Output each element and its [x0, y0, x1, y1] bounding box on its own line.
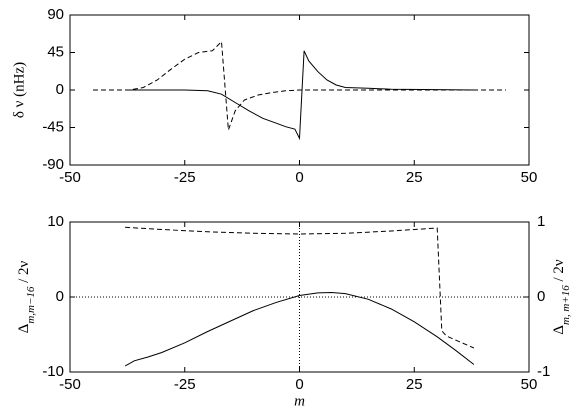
x-tick-label: 50	[521, 169, 538, 186]
y2-tick-label: -1	[537, 363, 550, 380]
label-part: Δ	[16, 323, 32, 333]
y-axis-label: δ ν (nHz)	[11, 62, 27, 118]
series-line	[124, 291, 475, 367]
y-tick-label: 90	[47, 6, 64, 23]
y-axis-label: Δm, m+16 / 2ν	[551, 259, 571, 335]
x-tick-label: 25	[406, 169, 423, 186]
label-part: m, m+16	[560, 285, 572, 325]
y-tick-label: 0	[56, 288, 64, 305]
x-tick-label: 50	[521, 376, 538, 393]
series-line	[129, 50, 474, 141]
x-tick-label: 0	[295, 169, 303, 186]
y-tick-label: -45	[42, 118, 64, 135]
x-tick-label: -50	[59, 376, 81, 393]
y-tick-label: 10	[47, 213, 64, 230]
label-part: Δ	[551, 325, 567, 335]
series-line	[93, 40, 506, 131]
y-tick-label: -90	[42, 156, 64, 173]
x-tick-label: 25	[406, 376, 423, 393]
y-axis-label: Δm,m−16 / 2ν	[16, 260, 36, 333]
label-part: m,m−16	[25, 286, 37, 324]
x-tick-label: -25	[174, 376, 196, 393]
series-line	[125, 226, 475, 349]
x-tick-label: -50	[59, 169, 81, 186]
label-part: / 2ν	[16, 260, 32, 286]
x-axis-label: m	[294, 393, 305, 409]
y-tick-label: 0	[56, 81, 64, 98]
y-tick-label: 45	[47, 43, 64, 60]
y2-tick-label: 1	[537, 213, 545, 230]
y2-tick-label: 0	[537, 288, 545, 305]
x-tick-label: -25	[174, 169, 196, 186]
x-tick-label: 0	[295, 376, 303, 393]
y-tick-label: -10	[42, 363, 64, 380]
label-part: / 2ν	[551, 259, 567, 285]
